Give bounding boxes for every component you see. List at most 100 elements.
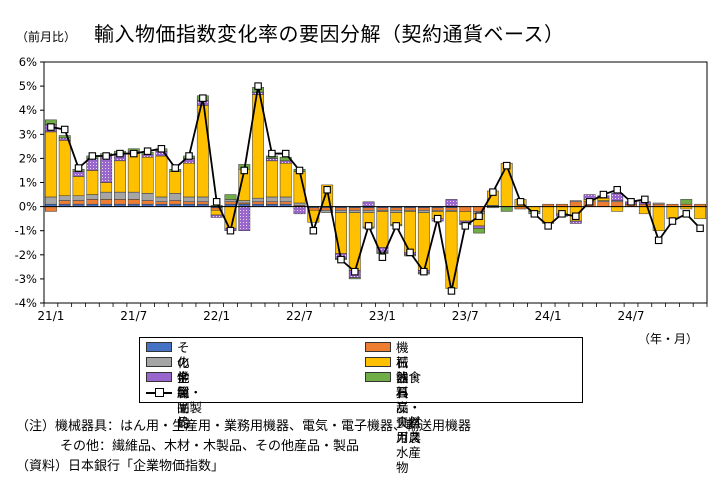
legend-label: 機械器具 <box>396 340 409 400</box>
bar-segment <box>100 191 113 200</box>
total-marker <box>351 267 359 276</box>
y-tick-label: -4% <box>15 296 37 310</box>
total-marker <box>599 190 608 199</box>
total-marker <box>420 267 428 276</box>
total-marker <box>323 185 331 194</box>
legend-swatch <box>146 357 172 367</box>
y-tick-label: 3% <box>19 127 37 141</box>
total-marker <box>157 145 166 153</box>
bar-segment <box>44 131 57 198</box>
bar-segment <box>362 207 375 211</box>
bar-segment <box>611 206 624 212</box>
bar-segment <box>390 207 403 211</box>
bar-segment <box>417 212 430 271</box>
total-marker <box>696 224 704 233</box>
total-marker <box>143 147 152 155</box>
bar-segment <box>169 171 182 194</box>
bar-segment <box>348 209 361 213</box>
bar-segment <box>127 199 140 205</box>
total-marker <box>475 212 483 220</box>
chart-legend: その他 機械器具 化学製品 石油・石炭・天然ガス 金属・同製品 飲食料品・食料用… <box>139 337 583 475</box>
legend-swatch <box>365 372 391 382</box>
note-other: その他：繊維品、木材・木製品、その他産品・製品 <box>60 439 360 454</box>
bar-segment <box>293 202 306 206</box>
bar-segment <box>569 201 582 207</box>
total-marker <box>171 164 179 172</box>
legend-swatch <box>365 357 391 367</box>
stacked-bar-chart: -4% -3% -2% -1% 0% 1% 2% 3% 4% 5% 6% 21/1 21/7 22/1 22… <box>15 55 708 323</box>
bar-segment <box>390 209 403 213</box>
bar-segment <box>348 212 361 271</box>
bar-segment <box>86 194 99 200</box>
bar-segment <box>183 201 195 205</box>
bar-segment <box>196 105 209 198</box>
note-machinery: （注）機械器具：はん用・生産用・業務用機器、電気・電子機器、輸送用機器 <box>16 419 472 434</box>
bar-segment <box>196 201 209 205</box>
bar-segment <box>210 214 223 218</box>
bar-segment <box>597 201 610 207</box>
y-tick-label: 0% <box>19 200 37 214</box>
bar-segment <box>252 91 265 95</box>
bar-segment <box>224 201 237 205</box>
bar-segment <box>680 199 693 205</box>
bar-segment <box>445 199 458 207</box>
bar-segment <box>114 199 126 205</box>
bar-segment <box>72 200 85 205</box>
bar-segment <box>335 212 347 254</box>
bar-segment <box>279 162 292 198</box>
bar-segment <box>500 206 513 212</box>
bar-segment <box>362 209 375 213</box>
total-marker <box>212 198 221 206</box>
bar-segment <box>58 195 71 201</box>
bar-segment <box>293 206 306 215</box>
bar-segment <box>72 195 85 201</box>
bar-segment <box>252 201 265 205</box>
legend-label: その他 <box>177 340 190 385</box>
bar-segment <box>100 199 113 205</box>
bar-segment <box>238 206 251 231</box>
bar-segment <box>127 191 140 200</box>
bar-segment <box>417 207 430 211</box>
y-tick-label: -2% <box>15 248 37 262</box>
bar-segment <box>459 211 472 222</box>
legend-label: 金属・同製品 <box>177 370 203 430</box>
bar-segment <box>569 220 582 224</box>
bar-segment <box>44 206 57 212</box>
bar-segment <box>569 200 582 203</box>
total-marker <box>74 164 83 172</box>
bar-segment <box>376 207 389 211</box>
total-marker <box>281 149 290 158</box>
x-tick-label: 23/1 <box>369 309 396 323</box>
bar-segment <box>72 171 85 177</box>
total-marker <box>130 149 138 158</box>
total-marker <box>572 212 580 220</box>
x-tick-label: 22/7 <box>286 309 313 323</box>
total-marker <box>295 166 304 175</box>
bar-segment <box>445 207 458 211</box>
bar-segment <box>652 202 665 205</box>
total-marker <box>558 210 566 218</box>
total-marker <box>489 188 497 196</box>
total-marker <box>268 149 276 158</box>
bar-segment <box>169 193 182 201</box>
chart-title: 輸入物価指数変化率の要因分解（契約通貨ベース） <box>94 22 565 46</box>
bar-segment <box>141 193 154 201</box>
bar-segment <box>58 200 71 205</box>
bar-segment <box>141 156 154 194</box>
bar-segment <box>252 197 265 203</box>
bar-segment <box>376 211 389 248</box>
total-marker <box>226 226 235 235</box>
bar-segment <box>86 170 99 195</box>
total-marker <box>544 222 552 230</box>
total-marker <box>461 222 470 230</box>
legend-swatch <box>146 372 172 382</box>
total-marker <box>433 214 442 223</box>
total-marker <box>447 287 456 295</box>
bar-segment <box>44 196 57 205</box>
total-marker <box>627 198 635 206</box>
bar-segment <box>224 199 237 203</box>
bar-segment <box>362 201 375 207</box>
bar-segment <box>183 196 195 203</box>
bar-segment <box>473 225 486 229</box>
total-marker <box>392 222 400 230</box>
